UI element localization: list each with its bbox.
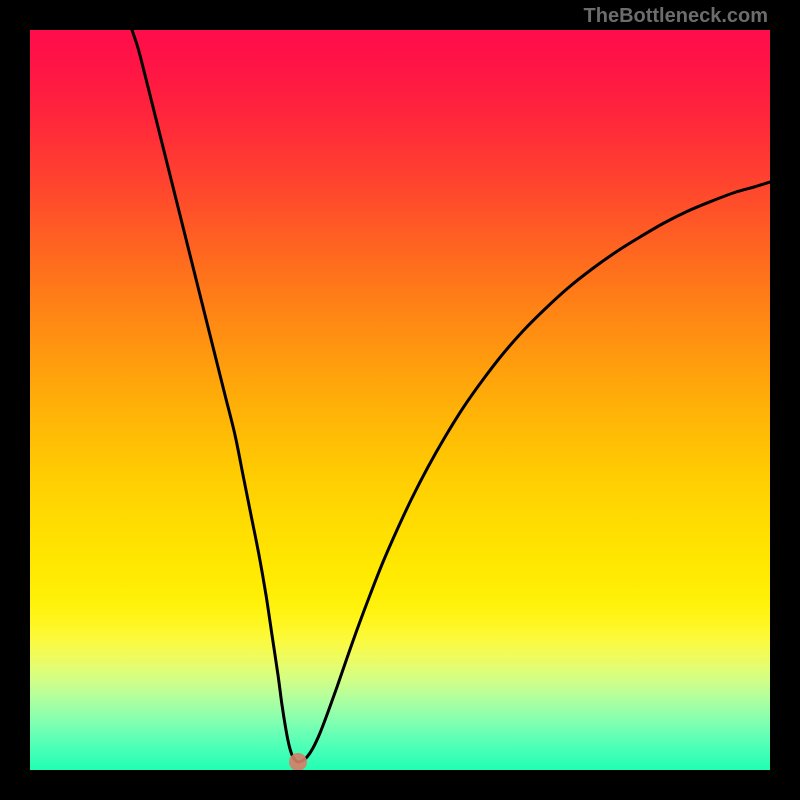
chart-frame: TheBottleneck.com <box>0 0 800 800</box>
plot-area <box>30 30 770 770</box>
watermark-text: TheBottleneck.com <box>584 5 768 28</box>
curve-layer <box>30 30 770 770</box>
bottleneck-curve <box>132 30 770 762</box>
